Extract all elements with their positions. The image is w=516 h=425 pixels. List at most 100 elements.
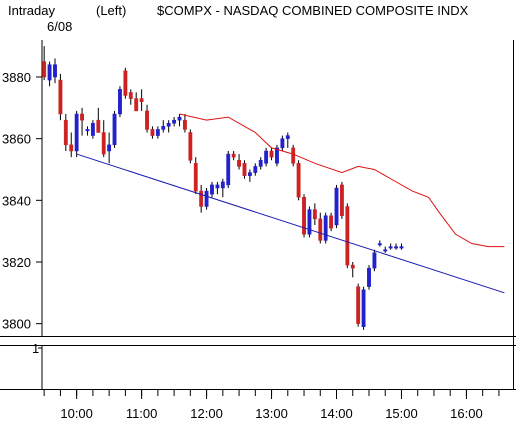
overlays xyxy=(76,113,505,294)
price-tick-label: 3800 xyxy=(2,317,31,332)
candle xyxy=(253,163,258,176)
candle xyxy=(85,126,90,136)
candle-body xyxy=(345,206,350,266)
candle xyxy=(258,157,263,170)
candle xyxy=(367,265,371,290)
time-tick-label: 16:00 xyxy=(450,406,483,421)
candle-body xyxy=(128,92,133,99)
candle-body xyxy=(237,160,241,167)
candle-body xyxy=(226,153,231,186)
candle-body xyxy=(264,150,269,164)
candle xyxy=(128,89,133,105)
candle-body xyxy=(285,135,290,139)
candle-body xyxy=(155,129,160,136)
sub-panel: 1 xyxy=(0,341,516,390)
candle-body xyxy=(275,147,279,164)
candle xyxy=(350,262,355,278)
candle xyxy=(166,120,171,133)
candle xyxy=(161,120,166,133)
candle-body xyxy=(47,64,52,81)
candle xyxy=(107,132,112,164)
candle-body xyxy=(296,163,301,198)
time-tick-label: 13:00 xyxy=(255,406,288,421)
candle-body xyxy=(367,267,371,287)
candle xyxy=(296,160,301,201)
candle-body xyxy=(210,184,214,195)
time-tick-label: 10:00 xyxy=(60,406,93,421)
candle xyxy=(285,132,290,148)
candle-body xyxy=(242,163,247,176)
candle-body xyxy=(177,116,182,121)
candle-body xyxy=(96,119,101,133)
candle xyxy=(339,181,344,219)
candle xyxy=(155,126,160,139)
candle-body xyxy=(107,144,112,152)
candle xyxy=(63,114,68,151)
candle-body xyxy=(204,190,209,207)
candle xyxy=(177,114,182,127)
candle-body xyxy=(69,144,74,152)
candle-body xyxy=(145,110,149,130)
candle-body xyxy=(80,113,84,121)
candle-body xyxy=(199,190,204,207)
candle xyxy=(69,132,74,158)
price-tick-label: 3880 xyxy=(2,70,31,85)
scale-side-label: (Left) xyxy=(96,3,126,18)
candle xyxy=(318,212,323,244)
candle-body xyxy=(188,132,193,161)
candle xyxy=(275,144,279,167)
candle-body xyxy=(312,209,317,220)
candle xyxy=(193,157,198,195)
candle xyxy=(150,126,155,139)
candle xyxy=(307,206,312,238)
candle xyxy=(220,178,225,198)
candle xyxy=(47,61,52,87)
candle xyxy=(172,117,177,127)
candle xyxy=(361,286,366,330)
candle-body xyxy=(166,123,171,127)
candle-body xyxy=(323,215,328,241)
price-tick-label: 3840 xyxy=(2,193,31,208)
candle xyxy=(74,110,79,158)
candle xyxy=(145,104,149,133)
time-axis: 10:00 11:00 12:00 13:00 14:00 15:00 16:00 xyxy=(43,390,500,421)
candle-body xyxy=(253,166,258,173)
candle xyxy=(139,89,144,111)
candle-body xyxy=(372,252,377,269)
candle xyxy=(302,194,306,238)
candle-body xyxy=(377,243,382,246)
candle xyxy=(58,73,63,121)
candle-body xyxy=(339,184,344,217)
candle-body xyxy=(329,215,334,229)
candle xyxy=(334,184,339,229)
price-panel: 3880 3860 3840 3820 3800 xyxy=(0,40,516,390)
candle xyxy=(388,243,393,250)
candle-body xyxy=(258,160,263,167)
candle xyxy=(323,212,328,244)
candle xyxy=(312,203,317,225)
candle xyxy=(269,147,274,161)
candle xyxy=(96,107,101,133)
candle xyxy=(134,92,139,112)
candle xyxy=(329,212,334,232)
candle-body xyxy=(42,61,47,78)
candle-body xyxy=(356,286,361,324)
candle-body xyxy=(361,289,366,327)
candle-body xyxy=(193,163,198,192)
candle xyxy=(242,160,247,179)
candle-body xyxy=(280,138,285,149)
sub-tick-label: 1 xyxy=(32,341,39,356)
candle xyxy=(112,110,117,148)
candle-body xyxy=(85,129,90,132)
candle xyxy=(210,181,214,198)
candle-body xyxy=(74,113,79,152)
candle-body xyxy=(302,197,306,235)
candle-body xyxy=(53,64,57,78)
candle-body xyxy=(150,129,155,136)
candle-body xyxy=(182,119,187,130)
candle-body xyxy=(231,153,236,158)
candle xyxy=(264,147,269,167)
candle-body xyxy=(139,98,144,102)
candle-body xyxy=(172,119,177,124)
candle-body xyxy=(118,89,122,115)
